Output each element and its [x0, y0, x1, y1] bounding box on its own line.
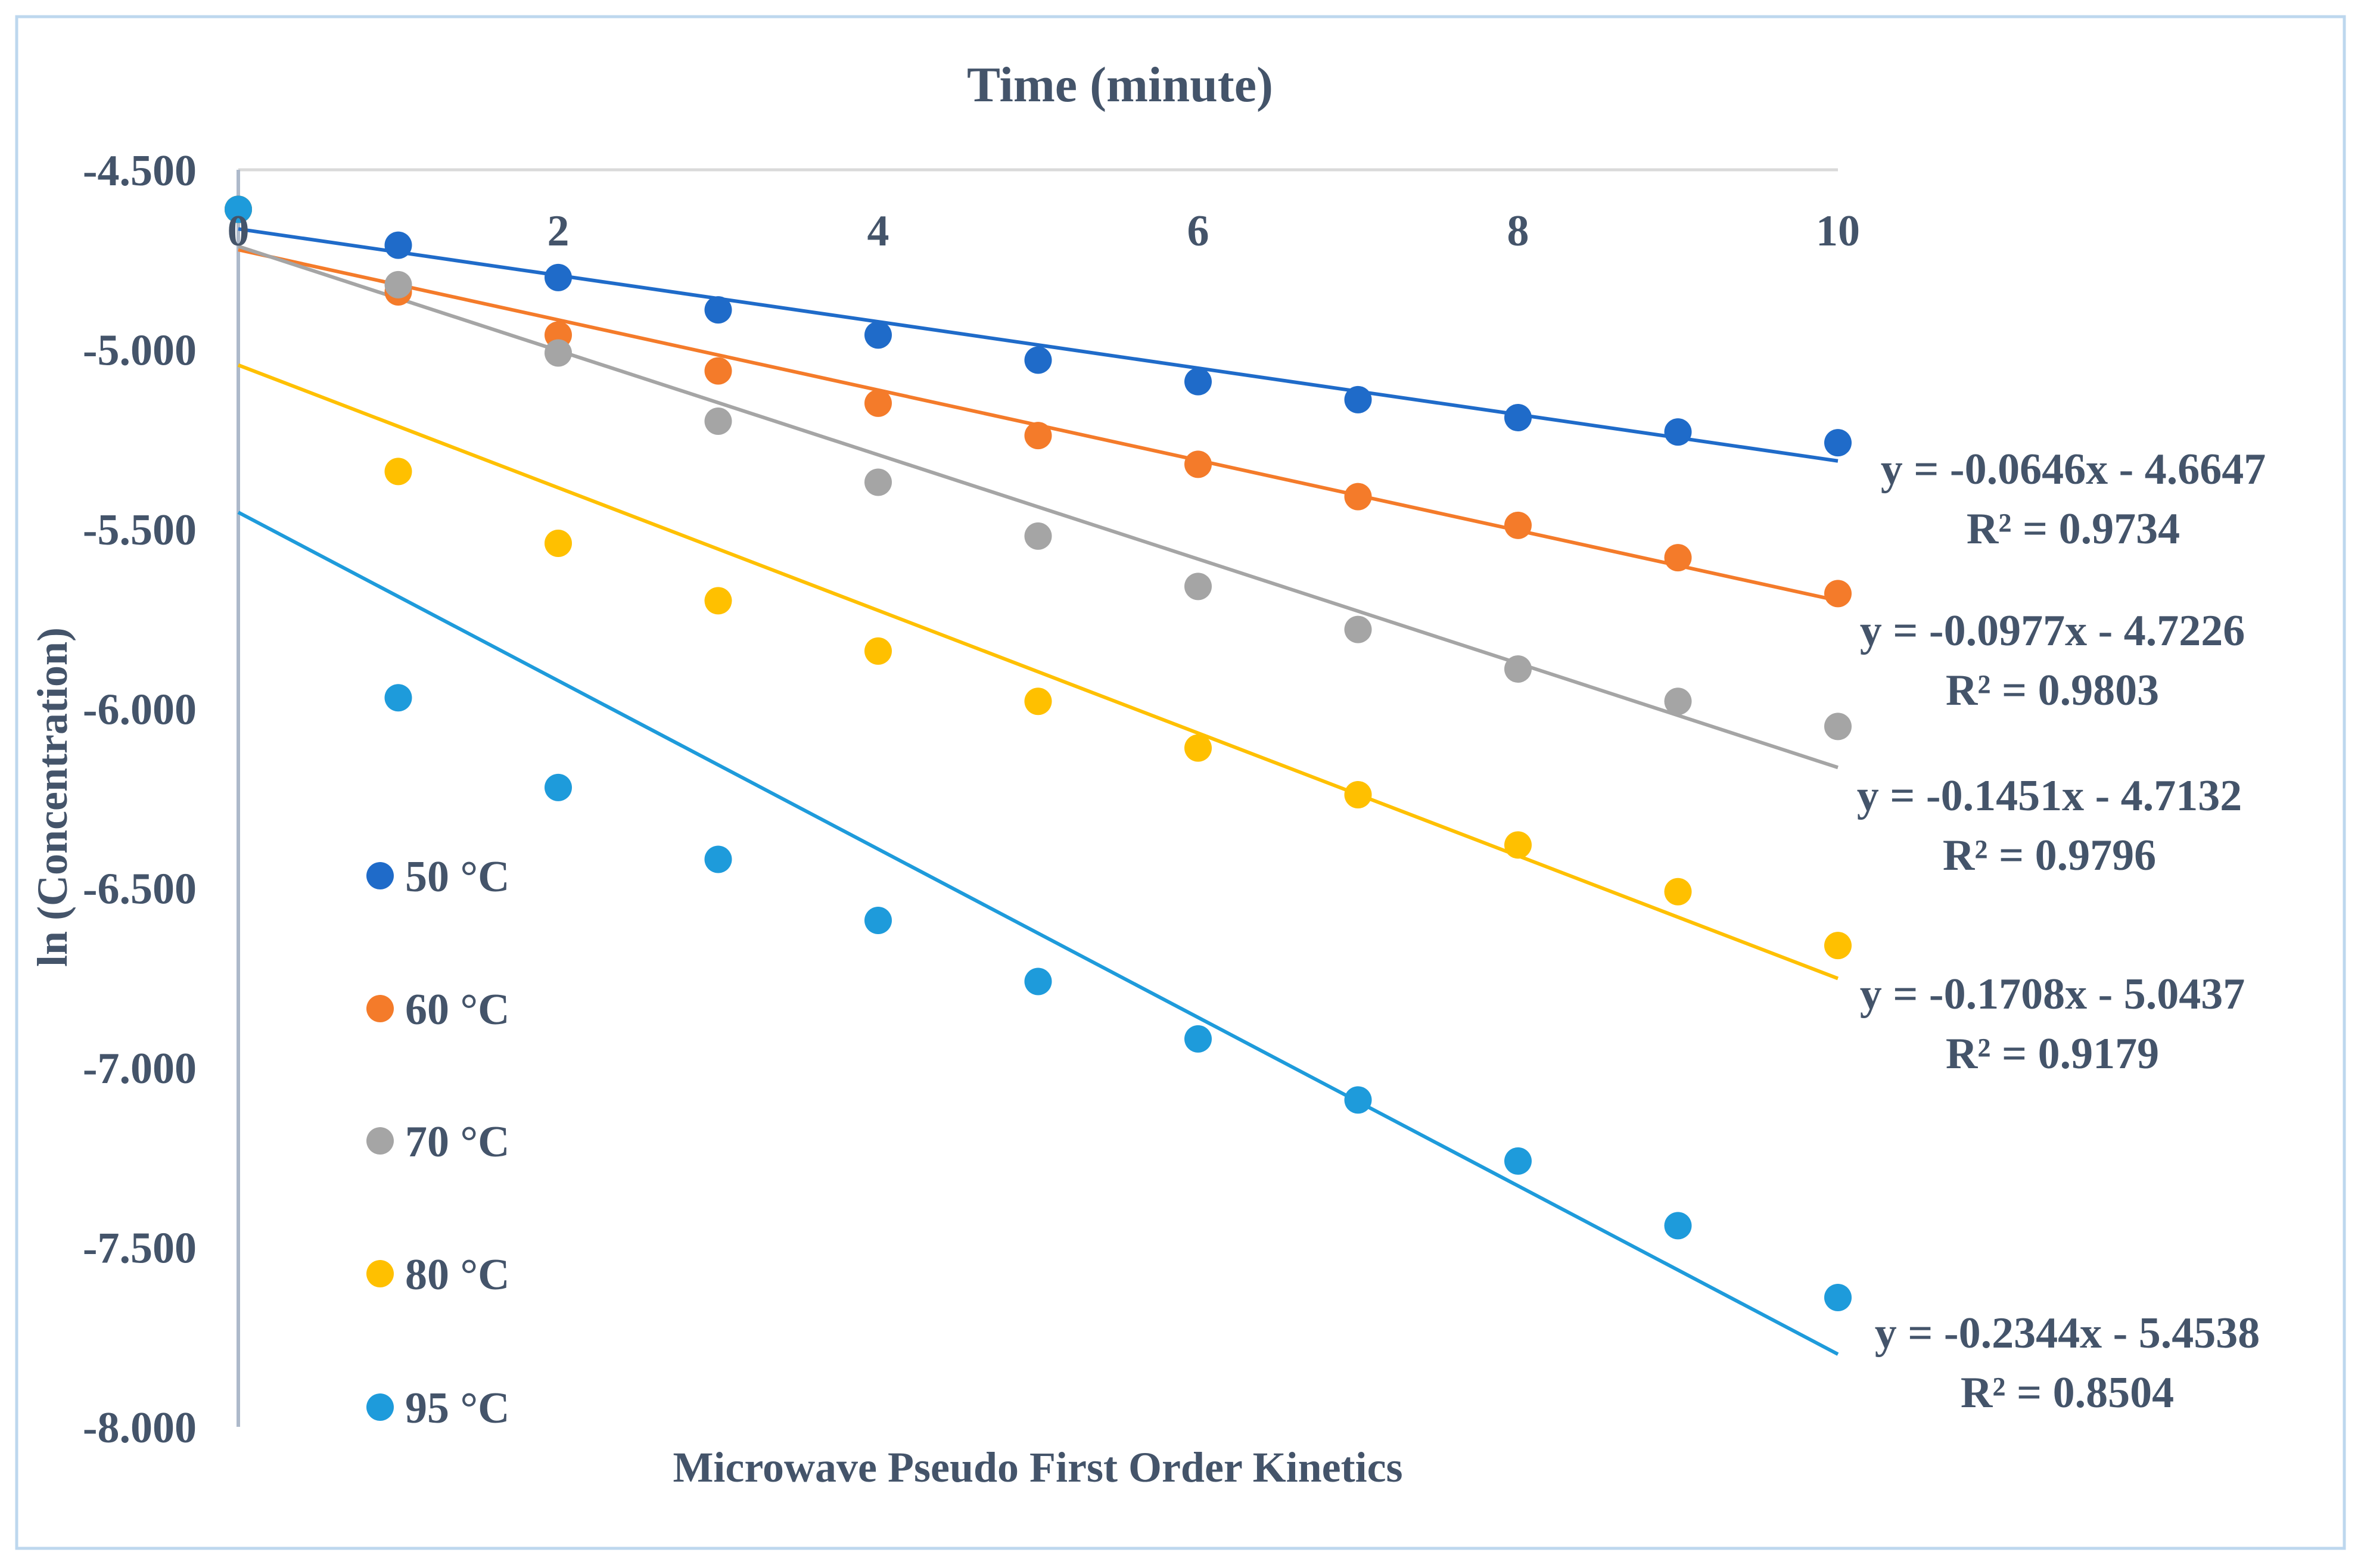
legend-label: 80 °C	[405, 1250, 510, 1299]
data-point	[1504, 511, 1532, 539]
legend: 50 °C 60 °C 70 °C 80 °C 95 °C	[366, 853, 510, 1433]
trendline	[237, 511, 1839, 1356]
trendline	[238, 227, 1839, 463]
y-tick-label: -6.000	[83, 685, 197, 734]
x-tick-label: 2	[548, 207, 570, 256]
data-point	[1024, 422, 1052, 450]
data-point	[384, 458, 412, 486]
data-point	[704, 357, 732, 385]
legend-label: 95 °C	[405, 1384, 510, 1433]
data-point	[1344, 615, 1372, 643]
data-point	[864, 321, 892, 349]
x-tick-label-group: 0 2 4 6 8 10	[228, 207, 1861, 256]
data-point	[1824, 1283, 1852, 1311]
data-point-group	[225, 195, 1852, 1311]
y-tick-label: -8.000	[83, 1404, 197, 1452]
y-tick-label: -5.500	[83, 506, 197, 555]
data-point	[1824, 429, 1852, 457]
data-point	[1664, 544, 1692, 572]
chart-border	[15, 15, 2346, 1550]
r-squared-label: R² = 0.9179	[1946, 1029, 2159, 1078]
r-squared-label: R² = 0.9796	[1943, 831, 2156, 880]
data-point	[1504, 655, 1532, 683]
data-point	[704, 587, 732, 615]
data-point	[704, 407, 732, 435]
x-tick-label: 8	[1507, 207, 1529, 256]
legend-marker	[366, 995, 394, 1022]
data-point	[1504, 403, 1532, 431]
legend-marker	[366, 862, 394, 889]
y-tick-label: -7.000	[83, 1044, 197, 1093]
data-point	[864, 637, 892, 665]
trendline-equation: y = -0.1451x - 4.7132	[1857, 771, 2242, 820]
data-point	[1344, 385, 1372, 413]
data-point	[1184, 573, 1212, 601]
y-axis-title: ln (Concentration)	[29, 627, 76, 967]
data-point	[1824, 580, 1852, 608]
data-point	[1024, 687, 1052, 715]
data-point	[545, 529, 572, 557]
data-point	[384, 684, 412, 712]
trendline	[238, 244, 1839, 770]
equation-label-group: y = -0.0646x - 4.6647 R² = 0.9734 y = -0.0…	[1857, 445, 2266, 1417]
data-point	[384, 231, 412, 259]
data-point	[1024, 522, 1052, 550]
legend-marker	[366, 1260, 394, 1287]
y-tick-label-group: -4.500 -5.000 -5.500 -6.000 -6.500 -7.000 -7.5…	[83, 147, 197, 1452]
trendline-equation: y = -0.0646x - 4.6647	[1881, 445, 2266, 494]
data-point	[545, 263, 572, 291]
data-point	[1184, 368, 1212, 396]
x-tick-label: 10	[1816, 207, 1860, 256]
trendline-equation: y = -0.0977x - 4.7226	[1860, 606, 2245, 655]
data-point	[864, 468, 892, 496]
data-point	[704, 296, 732, 324]
r-squared-label: R² = 0.9803	[1946, 666, 2159, 715]
data-point	[1824, 932, 1852, 960]
data-point	[704, 845, 732, 873]
trendline-equation: y = -0.1708x - 5.0437	[1860, 970, 2245, 1019]
data-point	[1024, 967, 1052, 995]
legend-label: 70 °C	[405, 1118, 510, 1166]
data-point	[1184, 734, 1212, 762]
data-point	[1664, 878, 1692, 906]
x-tick-label: 4	[867, 207, 889, 256]
data-point	[1664, 687, 1692, 715]
data-point	[1824, 713, 1852, 741]
r-squared-label: R² = 0.8504	[1961, 1368, 2174, 1417]
trendline	[237, 363, 1839, 981]
x-axis-title: Microwave Pseudo First Order Kinetics	[673, 1443, 1402, 1491]
y-tick-label: -6.500	[83, 865, 197, 914]
legend-marker	[366, 1393, 394, 1421]
data-point	[545, 339, 572, 367]
data-point	[1664, 418, 1692, 446]
data-point	[1024, 346, 1052, 374]
legend-label: 60 °C	[405, 985, 510, 1034]
data-point	[1344, 483, 1372, 511]
data-point	[1504, 1147, 1532, 1175]
y-tick-label: -4.500	[83, 147, 197, 195]
y-tick-label: -7.500	[83, 1224, 197, 1273]
data-point	[864, 906, 892, 934]
data-point	[1184, 1025, 1212, 1053]
data-point	[225, 195, 252, 223]
trendline-equation: y = -0.2344x - 5.4538	[1875, 1309, 2260, 1358]
data-point	[1504, 831, 1532, 859]
data-point	[864, 389, 892, 417]
y-tick-label: -5.000	[83, 326, 197, 375]
data-point	[1344, 1086, 1372, 1114]
data-point	[1184, 450, 1212, 478]
legend-label: 50 °C	[405, 853, 510, 901]
x-tick-label: 0	[228, 207, 250, 256]
data-point	[1664, 1212, 1692, 1240]
chart-title: Time (minute)	[967, 57, 1273, 113]
legend-marker	[366, 1127, 394, 1155]
data-point	[384, 270, 412, 298]
data-point	[545, 773, 572, 801]
r-squared-label: R² = 0.9734	[1967, 505, 2180, 553]
x-tick-label: 6	[1187, 207, 1209, 256]
data-point	[1344, 780, 1372, 808]
